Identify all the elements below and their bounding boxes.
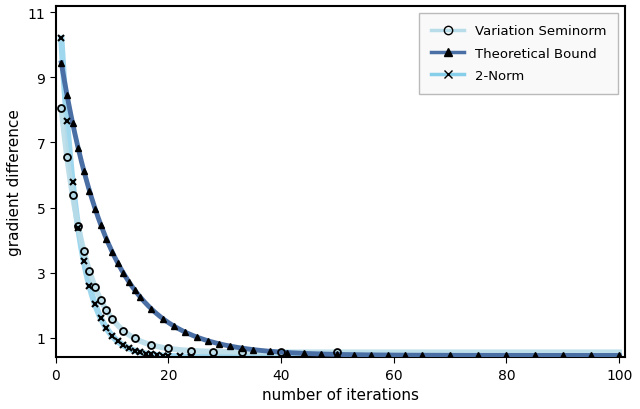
Y-axis label: gradient difference: gradient difference xyxy=(7,109,22,255)
Legend: Variation Seminorm, Theoretical Bound, 2-Norm: Variation Seminorm, Theoretical Bound, 2… xyxy=(419,13,618,94)
X-axis label: number of iterations: number of iterations xyxy=(262,387,419,402)
